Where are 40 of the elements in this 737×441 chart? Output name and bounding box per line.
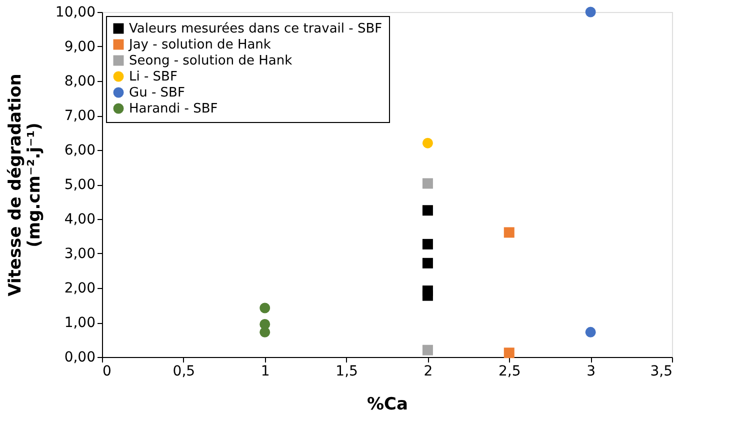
- legend-label: Harandi - SBF: [129, 102, 218, 116]
- legend-label: Seong - solution de Hank: [129, 54, 293, 68]
- y-tick-label: 10,00: [55, 4, 96, 20]
- y-tick-label: 7,00: [64, 108, 96, 124]
- point: [504, 227, 514, 238]
- x-tick-label: 3: [586, 364, 596, 380]
- point: [422, 205, 433, 216]
- legend-label: Valeurs mesurées dans ce travail - SBF: [129, 22, 382, 36]
- y-tick-label: 0,00: [64, 350, 96, 366]
- y-tick-label: 8,00: [64, 74, 96, 90]
- y-tick-label: 1,00: [64, 315, 96, 331]
- legend-label: Li - SBF: [129, 70, 178, 84]
- y-tick-label: 6,00: [64, 142, 96, 158]
- x-tick-label: 3,5: [650, 364, 672, 380]
- point: [422, 290, 433, 301]
- x-tick-label: 1: [260, 364, 270, 380]
- legend-label: Gu - SBF: [129, 86, 185, 100]
- x-axis-title: %Ca: [367, 394, 408, 414]
- x-tick-label: 1,5: [336, 364, 358, 380]
- point: [422, 344, 433, 356]
- y-tick-label: 3,00: [64, 246, 96, 262]
- point: [585, 326, 596, 338]
- point: [422, 258, 433, 268]
- point: [260, 326, 270, 338]
- y-axis-title: Vitesse de dégradation (mg.cm⁻².j⁻¹): [5, 74, 44, 296]
- x-tick-label: 0,5: [172, 364, 196, 380]
- x-tick-label: 0: [102, 364, 112, 380]
- point: [422, 138, 433, 148]
- x-tick-label: 2: [424, 364, 433, 380]
- y-tick-label: 9,00: [64, 39, 96, 55]
- point: [585, 6, 596, 18]
- legend-label: Jay - solution de Hank: [128, 38, 272, 52]
- point: [260, 302, 270, 314]
- y-tick-label: 2,00: [64, 280, 96, 296]
- point: [422, 178, 433, 189]
- point: [422, 238, 433, 250]
- x-tick-label: 2,5: [498, 364, 521, 380]
- point: [504, 348, 514, 358]
- y-tick-label: 5,00: [64, 177, 96, 193]
- y-tick-label: 4,00: [64, 212, 96, 228]
